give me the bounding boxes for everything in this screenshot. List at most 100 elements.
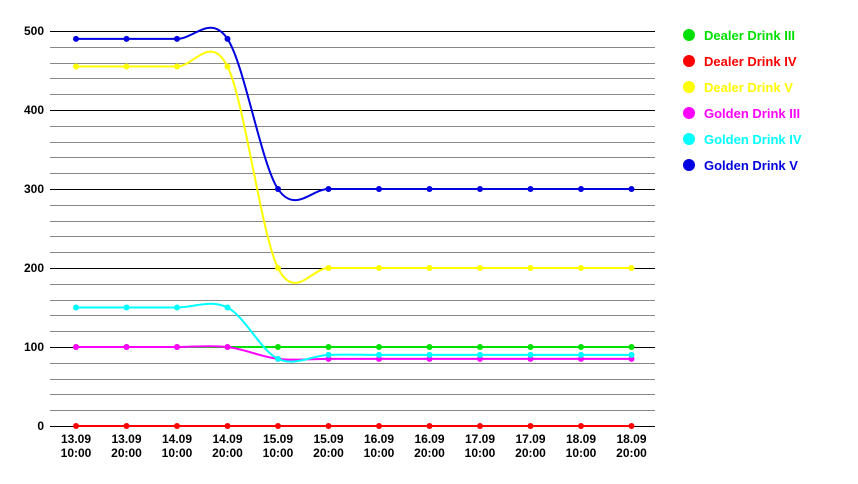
data-point bbox=[527, 265, 534, 271]
data-point bbox=[426, 344, 433, 350]
data-point bbox=[275, 344, 281, 350]
data-point bbox=[174, 35, 180, 42]
data-point bbox=[477, 344, 483, 350]
data-point bbox=[578, 186, 584, 192]
x-tick-label: 10:00 bbox=[61, 446, 92, 460]
x-tick-label: 20:00 bbox=[515, 446, 546, 460]
data-point bbox=[376, 265, 382, 271]
legend-item: Golden Drink V bbox=[683, 152, 802, 178]
data-point bbox=[73, 344, 79, 350]
x-tick-label: 14.09 bbox=[212, 432, 242, 446]
y-tick-label: 0 bbox=[37, 419, 44, 433]
x-tick-label: 14.09 bbox=[162, 432, 192, 446]
data-point bbox=[527, 351, 534, 358]
data-point bbox=[73, 35, 79, 42]
legend-item: Dealer Drink V bbox=[683, 74, 802, 100]
data-point bbox=[73, 304, 79, 311]
data-point bbox=[224, 344, 231, 350]
data-point bbox=[275, 265, 281, 271]
data-point bbox=[376, 423, 382, 429]
legend-item: Dealer Drink IV bbox=[683, 48, 802, 74]
x-tick-label: 20:00 bbox=[313, 446, 344, 460]
x-axis: 13.0910:0013.0920:0014.0910:0014.0920:00… bbox=[61, 432, 648, 460]
data-point bbox=[174, 344, 180, 350]
x-tick-label: 18.09 bbox=[616, 432, 646, 446]
data-point bbox=[628, 344, 635, 350]
legend-label: Dealer Drink IV bbox=[704, 53, 797, 69]
data-point bbox=[477, 351, 483, 358]
plot-area bbox=[73, 26, 635, 429]
series-dealer-drink-v bbox=[73, 50, 635, 284]
data-point bbox=[123, 344, 130, 350]
data-point bbox=[73, 423, 79, 429]
series-dealer-drink-iv bbox=[73, 423, 635, 429]
legend-item: Dealer Drink III bbox=[683, 22, 802, 48]
data-point bbox=[325, 351, 332, 358]
data-point bbox=[578, 265, 584, 271]
x-tick-label: 17.09 bbox=[465, 432, 495, 446]
data-point bbox=[376, 186, 382, 192]
data-point bbox=[376, 351, 382, 358]
data-point bbox=[174, 63, 180, 70]
x-tick-label: 15.09 bbox=[263, 432, 293, 446]
y-axis: 0 100 200 300 400 500 bbox=[24, 24, 44, 433]
x-tick-label: 20:00 bbox=[212, 446, 243, 460]
data-point bbox=[123, 35, 130, 42]
x-tick-label: 10:00 bbox=[566, 446, 597, 460]
legend-label: Dealer Drink III bbox=[704, 27, 796, 43]
data-point bbox=[628, 265, 635, 271]
data-point bbox=[224, 304, 231, 311]
legend-swatch bbox=[683, 107, 695, 119]
legend-label: Golden Drink V bbox=[704, 157, 798, 173]
data-point bbox=[527, 344, 534, 350]
data-point bbox=[578, 351, 584, 358]
data-point bbox=[628, 186, 635, 192]
data-point bbox=[628, 351, 635, 358]
x-tick-label: 20:00 bbox=[616, 446, 647, 460]
data-point bbox=[224, 63, 231, 70]
series-line bbox=[76, 50, 632, 284]
y-tick-label: 100 bbox=[24, 340, 44, 354]
data-point bbox=[325, 186, 332, 192]
data-point bbox=[123, 63, 130, 70]
x-tick-label: 15.09 bbox=[313, 432, 343, 446]
data-point bbox=[325, 344, 332, 350]
legend-item: Golden Drink IV bbox=[683, 126, 802, 152]
y-tick-label: 300 bbox=[24, 182, 44, 196]
x-tick-label: 16.09 bbox=[414, 432, 444, 446]
x-tick-label: 10:00 bbox=[364, 446, 395, 460]
data-point bbox=[527, 186, 534, 192]
x-tick-label: 16.09 bbox=[364, 432, 394, 446]
series-golden-drink-iv bbox=[73, 302, 635, 363]
x-tick-label: 10:00 bbox=[162, 446, 193, 460]
data-point bbox=[426, 265, 433, 271]
legend: Dealer Drink III Dealer Drink IV Dealer Dr… bbox=[683, 22, 802, 178]
data-point bbox=[426, 423, 433, 429]
data-point bbox=[477, 265, 483, 271]
x-tick-label: 10:00 bbox=[465, 446, 496, 460]
data-point bbox=[275, 423, 281, 429]
x-tick-label: 20:00 bbox=[111, 446, 142, 460]
legend-swatch bbox=[683, 29, 695, 41]
data-point bbox=[376, 344, 382, 350]
data-point bbox=[477, 423, 483, 429]
legend-swatch bbox=[683, 55, 695, 67]
data-point bbox=[123, 304, 130, 311]
legend-item: Golden Drink III bbox=[683, 100, 802, 126]
y-tick-label: 400 bbox=[24, 103, 44, 117]
y-tick-label: 200 bbox=[24, 261, 44, 275]
data-point bbox=[275, 186, 281, 192]
x-tick-label: 17.09 bbox=[515, 432, 545, 446]
data-point bbox=[578, 344, 584, 350]
data-point bbox=[224, 423, 231, 429]
data-point bbox=[426, 186, 433, 192]
legend-label: Dealer Drink V bbox=[704, 79, 793, 95]
data-point bbox=[325, 423, 332, 429]
data-point bbox=[123, 423, 130, 429]
grid-lines bbox=[50, 31, 655, 427]
x-tick-label: 13.09 bbox=[61, 432, 91, 446]
x-tick-label: 18.09 bbox=[566, 432, 596, 446]
legend-swatch bbox=[683, 159, 695, 171]
x-tick-label: 20:00 bbox=[414, 446, 445, 460]
